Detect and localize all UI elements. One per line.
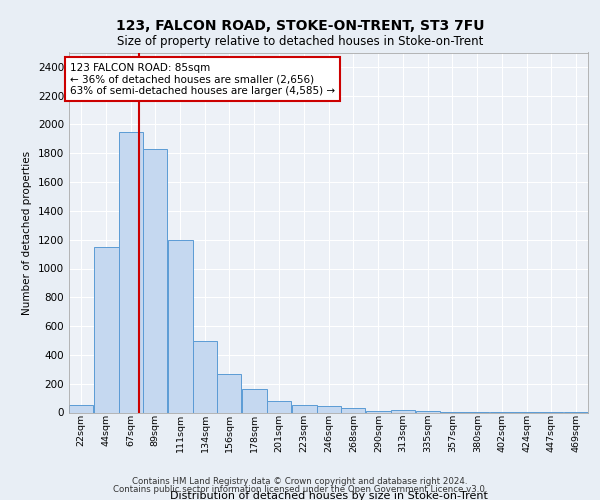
Bar	[193, 340, 217, 412]
Bar	[94, 247, 119, 412]
X-axis label: Distribution of detached houses by size in Stoke-on-Trent: Distribution of detached houses by size …	[170, 492, 487, 500]
Bar	[119, 132, 143, 412]
Text: Contains public sector information licensed under the Open Government Licence v3: Contains public sector information licen…	[113, 485, 487, 494]
Bar	[292, 406, 317, 412]
Text: Size of property relative to detached houses in Stoke-on-Trent: Size of property relative to detached ho…	[117, 35, 483, 48]
Bar	[341, 408, 365, 412]
Bar	[167, 240, 193, 412]
Bar	[366, 411, 391, 412]
Y-axis label: Number of detached properties: Number of detached properties	[22, 150, 32, 314]
Text: 123 FALCON ROAD: 85sqm
← 36% of detached houses are smaller (2,656)
63% of semi-: 123 FALCON ROAD: 85sqm ← 36% of detached…	[70, 62, 335, 96]
Text: 123, FALCON ROAD, STOKE-ON-TRENT, ST3 7FU: 123, FALCON ROAD, STOKE-ON-TRENT, ST3 7F…	[116, 19, 484, 33]
Bar	[242, 390, 267, 412]
Bar	[317, 406, 341, 412]
Bar	[217, 374, 241, 412]
Bar	[391, 410, 415, 412]
Bar	[143, 149, 167, 412]
Text: Contains HM Land Registry data © Crown copyright and database right 2024.: Contains HM Land Registry data © Crown c…	[132, 477, 468, 486]
Bar	[267, 401, 291, 412]
Bar	[69, 406, 93, 412]
